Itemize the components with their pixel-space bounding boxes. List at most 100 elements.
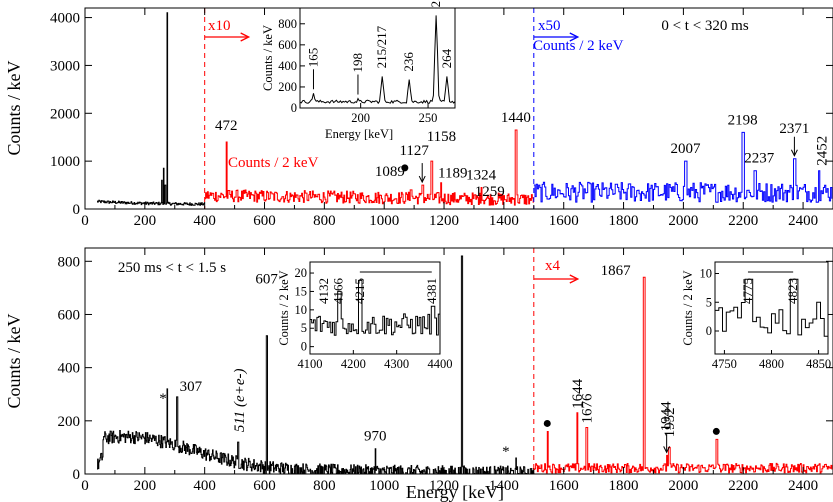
top-x-tick-label: 200: [134, 213, 157, 229]
top-x-tick-label: 1200: [429, 213, 459, 229]
top-inset-y-title: Counts / keV: [261, 25, 275, 91]
top-peak-label: 1440: [501, 110, 531, 126]
bottom-inset1-y-title: Counts / 2 keV: [277, 270, 291, 345]
top-red-trace: [204, 129, 534, 206]
top-y-tick-label: 0: [73, 202, 81, 218]
bottom-y-tick-label: 200: [58, 414, 81, 430]
bottom-peak-label: *: [159, 391, 167, 407]
bottom-inset1-peak-label: 4215: [352, 278, 367, 304]
top-inset-x-tick-label: 250: [419, 111, 438, 125]
bottom-inset1-x-tick-label: 4300: [384, 357, 409, 371]
bottom-peak-label: 307: [180, 379, 203, 395]
bottom-x-tick-label: 2200: [728, 478, 758, 494]
top-spectrum-traces: [97, 8, 833, 209]
bottom-x-tick-label: 200: [134, 478, 157, 494]
top-x-tick-label: 1000: [369, 213, 399, 229]
bottom-x-tick-label: 1000: [369, 478, 399, 494]
bottom-inset1-y-tick-label: 5: [301, 321, 307, 335]
bottom-inset1-y-tick-label: 0: [301, 340, 307, 354]
top-peak-label: 2198: [728, 112, 758, 128]
top-peak-label: 1189: [438, 166, 467, 182]
bottom-arrowhead-x4: [569, 274, 580, 284]
bottom-peak-label: 511 (e+e-): [232, 369, 248, 433]
bottom-x-tick-label: 2000: [668, 478, 698, 494]
top-inset-y-tick-label: 800: [278, 17, 297, 31]
top-peak-labels: 2744721089112711581189132414402007219822…: [215, 110, 831, 183]
top-axis-ticks: 0 200 400 600 800 1000 1200 1400 1600 1800 2000 220…: [50, 8, 833, 229]
bottom-x-tick-label: 1600: [549, 478, 579, 494]
top-peak-label: 2237: [744, 151, 775, 167]
top-scale-x50: x50: [538, 18, 561, 34]
top-panel: 0 200 400 600 800 1000 1200 1400 1600 1800 2000 220…: [4, 0, 833, 229]
top-x-tick-label: 1400: [489, 213, 519, 229]
bottom-inset2-peak-label: 4775: [740, 278, 755, 304]
bottom-inset2-x-tick-label: 4800: [759, 357, 784, 371]
bottom-inset1-frame: [309, 261, 441, 355]
top-x-tick-label: 1800: [609, 213, 639, 229]
top-inset-trace: [299, 15, 456, 105]
top-inset-y-tick-label: 0: [291, 101, 297, 115]
bottom-x-tick-label: 400: [193, 478, 216, 494]
bottom-y-tick-label: 400: [58, 361, 81, 377]
top-peak-label: 1324: [466, 167, 497, 183]
bottom-inset1-x-tick-label: 4200: [341, 357, 366, 371]
bottom-inset1-peak-label: 4381: [424, 278, 439, 304]
top-y-tick-label: 3000: [50, 58, 80, 74]
top-x-tick-label: 2400: [788, 213, 818, 229]
bottom-inset1-y-tick-label: 20: [295, 266, 308, 280]
top-peak-label: 1089: [375, 164, 405, 180]
bottom-inset-4740-4860: 4750 4800 4850 0 5 10 4775 4823 Counts / 2 keV: [681, 261, 831, 371]
top-x-tick-label: 400: [193, 213, 216, 229]
bottom-x-tick-label: 1400: [489, 478, 519, 494]
top-inset-peak-label: 165: [305, 48, 320, 68]
bottom-peak-label: 1676: [579, 393, 595, 424]
top-peak-label: 1127: [399, 143, 429, 159]
top-peak-dot: [401, 164, 409, 172]
bottom-x-tick-label: 1800: [609, 478, 639, 494]
bottom-inset1-peak-label: 4166: [331, 278, 346, 305]
bottom-peak-label: 1259: [475, 184, 505, 200]
top-time-window: 0 < t < 320 ms: [661, 18, 749, 34]
top-inset-y-tick-label: 600: [278, 38, 297, 52]
bottom-black-trace: [97, 255, 534, 475]
bottom-peak-label: 1644: [570, 378, 586, 409]
top-inset-peak-label: 215/217: [374, 25, 389, 68]
bottom-inset1-plot: 4100 4200 4300 4400 0 5 10 15 20 4132 4166 4215 4381: [295, 266, 453, 371]
bottom-axis-ticks: 0 200 400 600 800 1000 1200 1400 1600 1800 2000 220…: [58, 248, 833, 494]
bottom-plot-frame: [84, 247, 833, 475]
bottom-inset2-frame: [714, 261, 829, 355]
top-inset-x-tick-label: 200: [351, 111, 370, 125]
top-x-tick-label: 2200: [728, 213, 758, 229]
top-peak-label: 2371: [779, 121, 809, 137]
top-inset-frame: [299, 7, 456, 109]
top-x-tick-label: 800: [313, 213, 336, 229]
bottom-inset2-y-tick-label: 10: [700, 267, 713, 281]
bottom-panel: 0 200 400 600 800 1000 1200 1400 1600 1800 2000 220…: [4, 184, 833, 502]
bottom-peak-label: 1952: [662, 407, 678, 437]
top-x-tick-label: 0: [81, 213, 89, 229]
bottom-inset2-trace: [715, 278, 829, 337]
bottom-inset1-peak-label: 4132: [316, 278, 331, 304]
bottom-y-axis-title: Counts / keV: [4, 313, 24, 408]
bottom-inset2-peak-label: 4823: [785, 278, 800, 304]
bottom-scale-x4: x4: [545, 258, 561, 274]
top-inset-y-tick-label: 400: [278, 59, 297, 73]
bottom-time-window: 250 ms < t < 1.5 s: [118, 260, 226, 276]
bottom-x-tick-label: 800: [313, 478, 336, 494]
bottom-inset1-x-tick-label: 4100: [298, 357, 323, 371]
bottom-peak-dot: [712, 427, 720, 435]
bottom-y-tick-label: 0: [73, 467, 81, 483]
top-plot-frame: [84, 7, 833, 210]
bottom-inset-4100-4400: 4100 4200 4300 4400 0 5 10 15 20 4132 4166 4215 4381…: [277, 261, 453, 371]
top-peak-label: 2452: [815, 136, 831, 166]
top-inset-plot: 200 250 0 200 400 600 800 165 198 215/217 236 256 26…: [278, 0, 456, 125]
bottom-x-tick-label: 1200: [429, 478, 459, 494]
top-x-tick-label: 1600: [549, 213, 579, 229]
bottom-peak-label: 1867: [601, 263, 632, 279]
top-inset-peak-label: 264: [439, 48, 454, 68]
bottom-inset2-y-title: Counts / 2 keV: [681, 270, 695, 345]
top-black-trace: [97, 12, 205, 206]
top-inset-x-title: Energy [keV]: [325, 127, 393, 141]
bottom-peak-arrow-head: [663, 446, 671, 454]
